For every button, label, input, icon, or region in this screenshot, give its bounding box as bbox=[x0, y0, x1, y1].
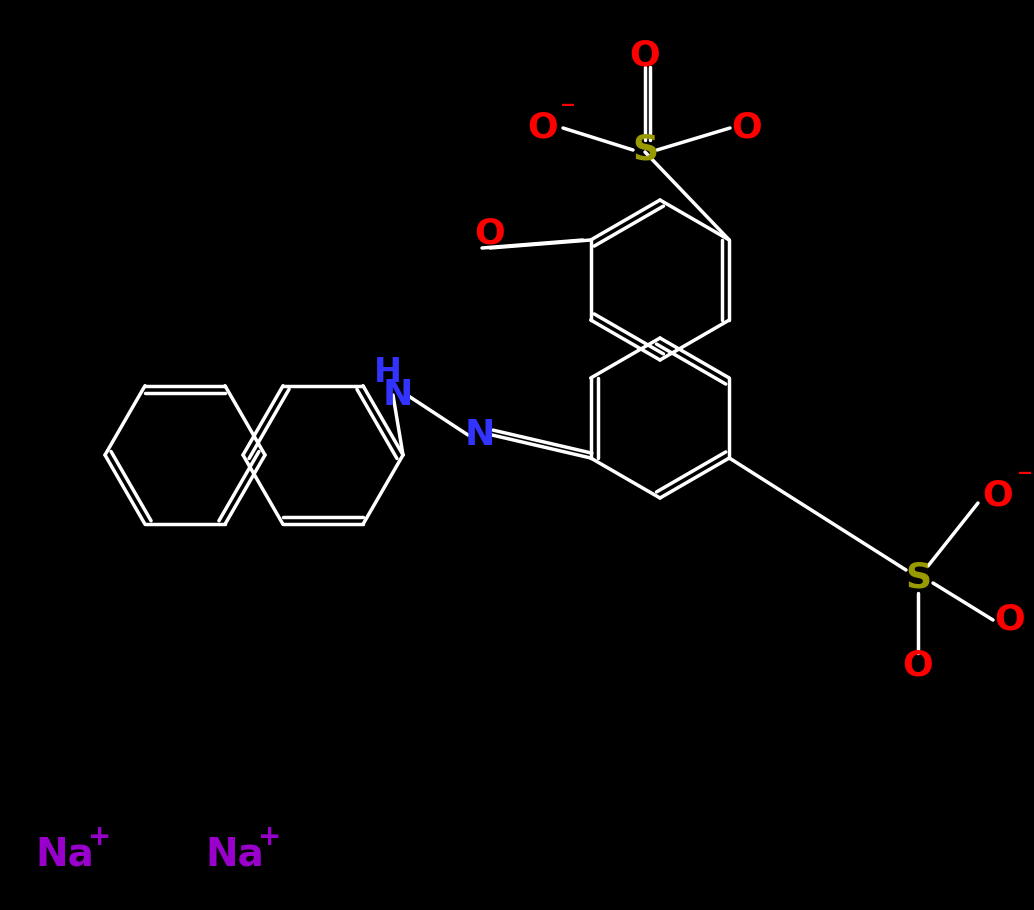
Text: Na: Na bbox=[206, 836, 265, 874]
Text: O: O bbox=[475, 216, 506, 250]
Text: Na: Na bbox=[35, 836, 94, 874]
Text: N: N bbox=[383, 378, 414, 412]
Text: ⁻: ⁻ bbox=[1017, 466, 1033, 494]
Text: S: S bbox=[632, 133, 658, 167]
Text: S: S bbox=[905, 561, 931, 595]
Text: N: N bbox=[465, 418, 495, 452]
Text: ⁻: ⁻ bbox=[560, 98, 576, 127]
Text: H: H bbox=[374, 357, 402, 389]
Text: O: O bbox=[903, 648, 934, 682]
Text: O: O bbox=[630, 38, 661, 72]
Text: O: O bbox=[732, 111, 762, 145]
Text: +: + bbox=[88, 823, 112, 851]
Text: +: + bbox=[258, 823, 281, 851]
Text: O: O bbox=[995, 603, 1026, 637]
Text: O: O bbox=[527, 111, 558, 145]
Text: O: O bbox=[982, 478, 1013, 512]
